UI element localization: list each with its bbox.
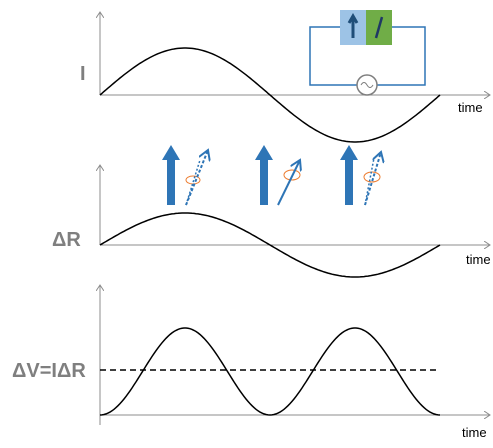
waveform <box>100 328 440 415</box>
axes <box>100 12 490 425</box>
panel-label: ΔR <box>52 229 81 251</box>
figure: I time ΔR time ΔV=IΔR time <box>0 0 493 448</box>
magnetization-arrows <box>162 145 381 205</box>
panel-label: ΔV=IΔR <box>12 360 86 382</box>
axis-label: time <box>466 252 491 267</box>
circuit-inset <box>310 10 425 95</box>
axis-label: time <box>458 100 483 115</box>
axis-label: time <box>462 425 487 440</box>
panel-label: I <box>80 63 86 85</box>
